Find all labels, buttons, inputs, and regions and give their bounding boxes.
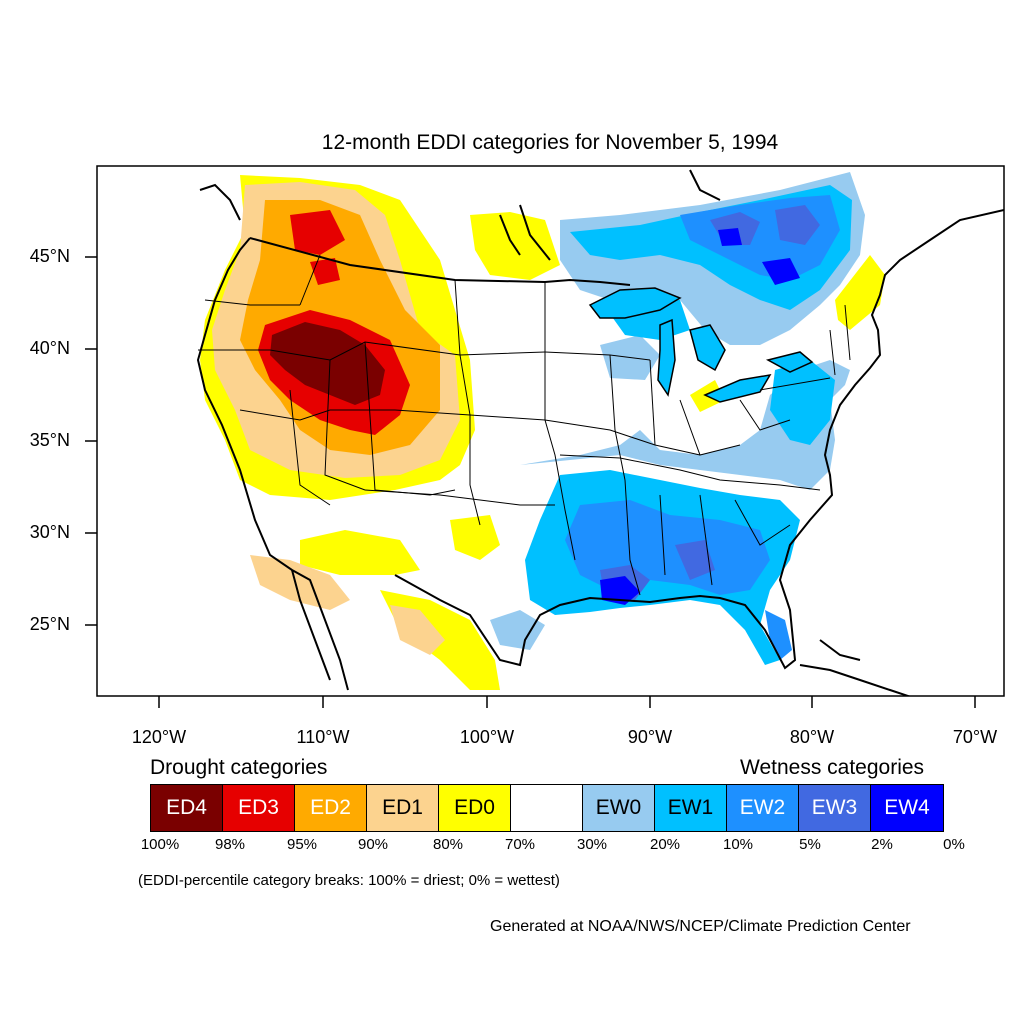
percentile-2: 2%	[871, 836, 893, 853]
great-lakes	[588, 287, 814, 403]
lat-tick-30n: 30°N	[29, 522, 70, 542]
percentile-80: 80%	[432, 836, 464, 853]
lon-tick-70w: 70°W	[952, 727, 998, 747]
legend-box-ed1: ED1	[367, 785, 439, 831]
percentile-100: 100%	[140, 836, 180, 853]
legend-box-ew4: EW4	[871, 785, 943, 831]
lon-tick-110w: 110°W	[296, 727, 350, 747]
legend-label-ed4: ED4	[166, 796, 207, 819]
percentile-90: 90%	[357, 836, 389, 853]
coastlines	[196, 169, 1004, 696]
lat-tick-35n: 35°N	[29, 430, 70, 450]
legend-box-ed2: ED2	[295, 785, 367, 831]
legend-box-ew3: EW3	[799, 785, 871, 831]
percentile-0: 0%	[943, 836, 965, 853]
legend-label-ed0: ED0	[454, 796, 495, 819]
lat-tick-25n: 25°N	[29, 614, 70, 634]
legend-box-neutral	[511, 785, 583, 831]
legend-label-ew4: EW4	[884, 796, 930, 819]
percentile-70: 70%	[504, 836, 536, 853]
percentile-5: 5%	[799, 836, 821, 853]
legend-label-ew1: EW1	[667, 796, 714, 819]
state-boundaries	[198, 237, 851, 596]
map-frame	[96, 165, 1005, 697]
percentile-20: 20%	[649, 836, 681, 853]
lat-tick-45n: 45°N	[29, 246, 70, 266]
lon-tick-100w: 100°W	[459, 727, 515, 747]
legend-label-ew0: EW0	[595, 796, 642, 819]
lon-tick-120w: 120°W	[131, 727, 187, 747]
category-breaks-note: (EDDI-percentile category breaks: 100% =…	[138, 872, 560, 889]
legend-label-ed1: ED1	[382, 796, 423, 819]
legend-bar: ED4 ED3 ED2 ED1 ED0 EW0 EW1 EW2 EW3 EW4	[150, 784, 944, 832]
percentile-10: 10%	[722, 836, 754, 853]
drought-heading: Drought categories	[150, 756, 328, 779]
legend-box-ew2: EW2	[727, 785, 799, 831]
legend-label-ew3: EW3	[811, 796, 858, 819]
legend-box-ed0: ED0	[439, 785, 511, 831]
credit-line: Generated at NOAA/NWS/NCEP/Climate Predi…	[490, 918, 911, 935]
percentile-95: 95%	[286, 836, 318, 853]
percentile-98: 98%	[214, 836, 246, 853]
map-title: 12-month EDDI categories for November 5,…	[321, 131, 779, 154]
legend-box-ed4: ED4	[151, 785, 223, 831]
lon-tick-90w: 90°W	[627, 727, 673, 747]
wetness-ew4-areas	[600, 228, 800, 605]
legend-label-ew2: EW2	[739, 796, 786, 819]
legend-box-ew1: EW1	[655, 785, 727, 831]
drought-ed4-areas	[270, 322, 385, 405]
legend-label-ed2: ED2	[310, 796, 351, 819]
lon-tick-80w: 80°W	[789, 727, 835, 747]
percentile-30: 30%	[576, 836, 608, 853]
legend-box-ew0: EW0	[583, 785, 655, 831]
legend-label-ed3: ED3	[238, 796, 279, 819]
wetness-heading: Wetness categories	[740, 756, 925, 779]
legend-box-ed3: ED3	[223, 785, 295, 831]
tick-marks	[85, 256, 976, 708]
lat-tick-40n: 40°N	[29, 338, 70, 358]
